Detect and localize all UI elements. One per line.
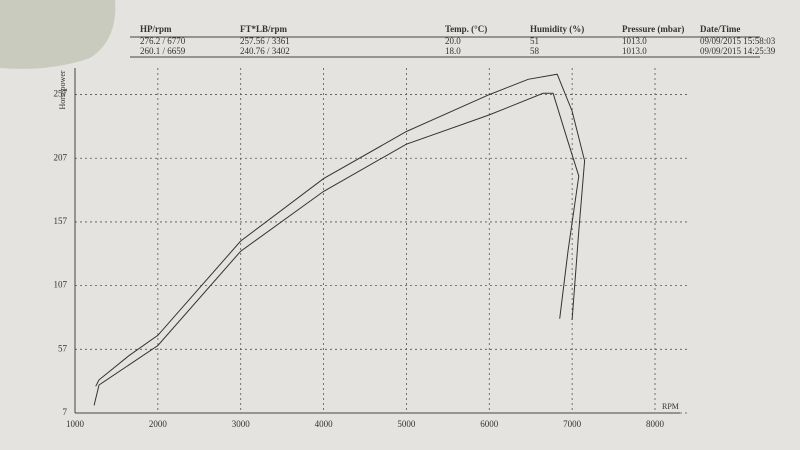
y-tick-label: 57	[58, 343, 68, 353]
column-header: HP/rpm	[140, 24, 172, 34]
cell: 240.76 / 3402	[240, 46, 290, 56]
run-line	[93, 92, 580, 406]
y-tick-label: 207	[54, 152, 68, 162]
column-header: Temp. (°C)	[445, 24, 487, 34]
column-header: Date/Time	[700, 24, 740, 34]
cell: 09/09/2015 14:25:39	[700, 46, 776, 56]
cell: 1013.0	[622, 36, 647, 46]
column-header: Humidity (%)	[530, 24, 584, 34]
run-line	[95, 73, 586, 387]
x-tick-label: 4000	[315, 419, 334, 429]
x-tick-label: 7000	[563, 419, 582, 429]
cell: 18.0	[445, 46, 461, 56]
y-tick-label: 107	[54, 280, 68, 290]
y-axis-label: Horsepower	[58, 70, 67, 109]
cell: 257.56 / 3361	[240, 36, 290, 46]
y-tick-label: 157	[54, 216, 68, 226]
x-tick-label: 8000	[646, 419, 665, 429]
x-tick-label: 3000	[232, 419, 251, 429]
cell: 09/09/2015 15:58:03	[700, 36, 776, 46]
x-tick-label: 5000	[397, 419, 416, 429]
column-header: FT*LB/rpm	[240, 24, 288, 34]
x-tick-label: 1000	[66, 419, 85, 429]
cell: 1013.0	[622, 46, 647, 56]
x-tick-label: 2000	[149, 419, 168, 429]
cell: 51	[530, 36, 539, 46]
y-tick-label: 7	[63, 407, 68, 417]
column-header: Pressure (mbar)	[622, 24, 684, 34]
cell: 20.0	[445, 36, 461, 46]
cell: 58	[530, 46, 540, 56]
cell: 276.2 / 6770	[140, 36, 186, 46]
x-axis-label: RPM	[662, 402, 679, 411]
cell: 260.1 / 6659	[140, 46, 186, 56]
y-tick-label: 257	[54, 89, 68, 99]
towel	[0, 0, 116, 69]
x-tick-label: 6000	[480, 419, 499, 429]
